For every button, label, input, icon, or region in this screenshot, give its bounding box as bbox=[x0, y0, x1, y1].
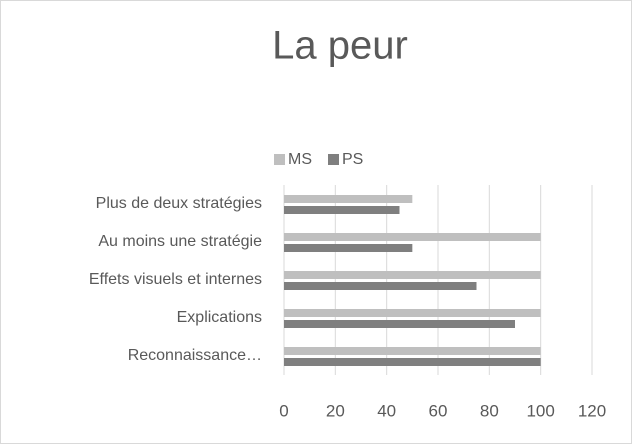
bar bbox=[284, 358, 541, 366]
x-tick-label: 40 bbox=[377, 401, 396, 420]
bar bbox=[284, 347, 541, 355]
x-tick-label: 120 bbox=[578, 401, 606, 420]
y-tick-label: Au moins une stratégie bbox=[98, 233, 262, 250]
bar bbox=[284, 320, 515, 328]
bar bbox=[284, 244, 413, 252]
chart-title: La peur bbox=[272, 24, 408, 68]
bar bbox=[284, 195, 413, 203]
legend-swatch bbox=[274, 154, 285, 165]
legend-swatch bbox=[328, 154, 339, 165]
bar bbox=[284, 271, 541, 279]
y-tick-label: Effets visuels et internes bbox=[89, 271, 262, 288]
legend-label: PS bbox=[342, 151, 363, 168]
bar bbox=[284, 233, 541, 241]
bar bbox=[284, 206, 400, 214]
x-tick-label: 0 bbox=[279, 401, 288, 420]
bar bbox=[284, 282, 477, 290]
legend-label: MS bbox=[288, 151, 312, 168]
y-tick-label: Plus de deux stratégies bbox=[96, 195, 262, 212]
x-tick-label: 100 bbox=[526, 401, 554, 420]
y-tick-label: Reconnaissance… bbox=[128, 347, 262, 364]
bar bbox=[284, 309, 541, 317]
x-tick-label: 80 bbox=[480, 401, 499, 420]
x-tick-label: 20 bbox=[326, 401, 345, 420]
y-tick-label: Explications bbox=[177, 309, 262, 326]
x-tick-label: 60 bbox=[429, 401, 448, 420]
